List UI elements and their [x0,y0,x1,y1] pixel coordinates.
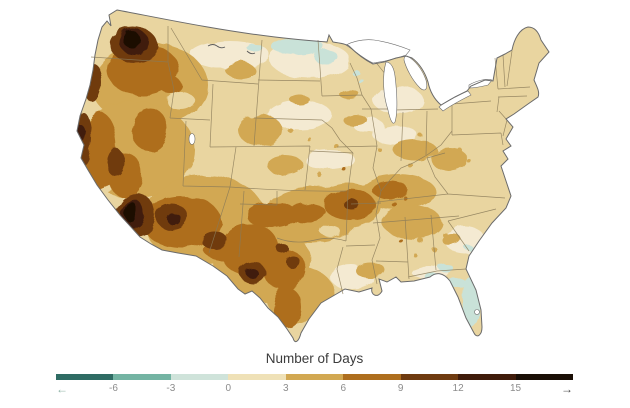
us-choropleth-map [76,9,550,343]
legend-tick--3: -3 [166,383,176,394]
legend-tick-12: 12 [452,383,464,394]
legend-tick-0: 0 [225,383,232,394]
legend-tick-row: ← → -6 -3 0 3 6 9 12 15 [56,382,573,398]
legend-segment-above-15 [515,374,573,380]
montana-lake-marks [207,44,256,55]
legend-tick-6: 6 [340,383,346,394]
legend-segment--3-to-0 [170,374,229,380]
legend-segment-below--6 [56,374,114,380]
legend-tick--6: -6 [108,383,118,394]
legend-tick-15: 15 [509,383,522,394]
legend-segment-12-to-15 [458,374,516,380]
legend-left-arrow-icon: ← [56,382,68,396]
shading-blobs [77,28,485,328]
shading-darkest-15plus [123,32,141,222]
legend-segment-9-to-12 [400,374,459,380]
state-borders [90,26,531,295]
shading-dark-9-12 [77,28,358,283]
legend-segment-0-to-3 [228,374,286,380]
legend-segment-3-to-6 [285,374,344,380]
us-outline [76,9,550,343]
lake-huron [403,55,428,91]
lake-michigan [383,61,398,124]
lake-ontario [468,79,493,89]
legend-tick-3: 3 [282,383,289,394]
legend-right-arrow-icon: → [561,382,573,396]
legend-segment-6-to-9 [343,374,401,380]
lake-okeechobee [474,309,480,315]
shading-layers [77,10,549,342]
great-lakes [188,39,493,315]
great-salt-lake [188,133,196,145]
legend-colorbar [56,374,573,380]
legend-title: Number of Days [265,351,364,366]
map-legend: Number of Days ← → -6 -3 0 3 6 9 12 15 [56,350,573,398]
map-area [76,9,550,343]
legend-segment--6-to--3 [113,374,171,380]
legend-tick-9: 9 [397,383,404,394]
